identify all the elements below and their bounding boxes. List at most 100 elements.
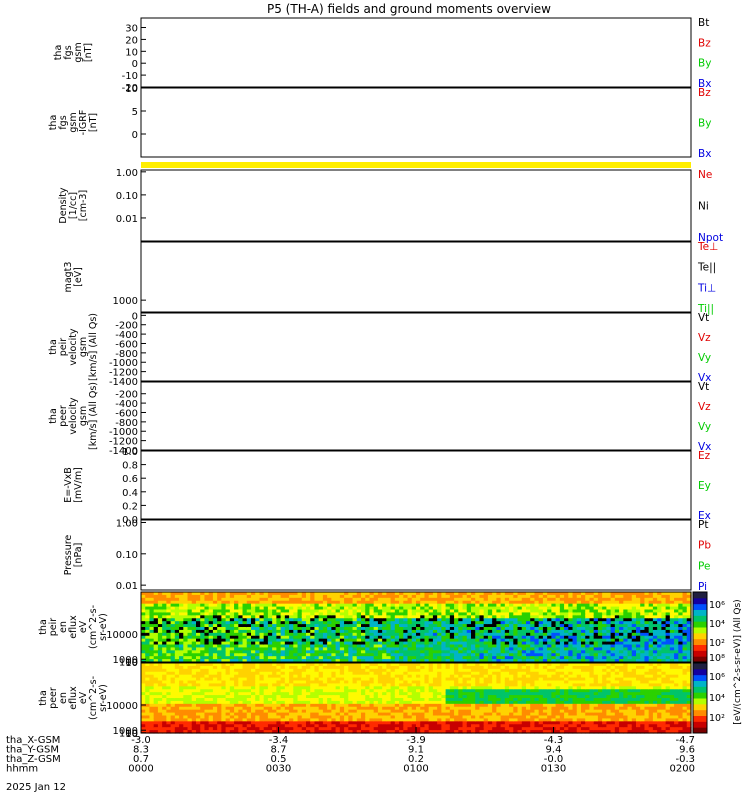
heatmap-cell bbox=[276, 592, 282, 596]
heatmap-cell bbox=[141, 592, 146, 596]
heatmap-cell bbox=[377, 597, 383, 602]
heatmap-cell bbox=[263, 618, 269, 622]
heatmap-cell bbox=[272, 712, 277, 717]
heatmap-cell bbox=[386, 668, 392, 673]
heatmap-cell bbox=[221, 600, 227, 605]
heatmap-cell bbox=[373, 692, 379, 696]
heatmap-cell bbox=[352, 727, 358, 731]
heatmap-cell bbox=[331, 597, 337, 602]
heatmap-cell bbox=[420, 695, 426, 699]
heatmap-cell bbox=[445, 650, 451, 654]
heatmap-cell bbox=[322, 695, 328, 699]
heatmap-cell bbox=[631, 621, 637, 625]
heatmap-cell bbox=[471, 612, 476, 616]
heatmap-cell bbox=[141, 641, 146, 646]
heatmap-cell bbox=[297, 727, 303, 731]
heatmap-cell bbox=[559, 594, 565, 599]
heatmap-cell bbox=[149, 615, 155, 619]
heatmap-cell bbox=[153, 597, 159, 602]
heatmap-cell bbox=[504, 624, 510, 628]
heatmap-cell bbox=[225, 627, 231, 631]
heatmap-cell bbox=[369, 715, 375, 720]
heatmap-cell bbox=[585, 594, 591, 599]
heatmap-cell bbox=[568, 627, 574, 631]
heatmap-cell bbox=[475, 624, 481, 628]
heatmap-cell bbox=[187, 624, 193, 628]
heatmap-cell bbox=[496, 647, 502, 651]
heatmap-cell bbox=[441, 603, 447, 608]
heatmap-cell bbox=[369, 603, 375, 608]
heatmap-cell bbox=[267, 592, 273, 596]
heatmap-cell bbox=[416, 647, 421, 651]
heatmap-cell bbox=[428, 635, 434, 640]
heatmap-cell bbox=[259, 730, 265, 734]
heatmap-cell bbox=[526, 647, 531, 651]
y-tick-label: 10 bbox=[125, 84, 138, 95]
heatmap-cell bbox=[183, 647, 189, 651]
heatmap-cell bbox=[162, 615, 167, 619]
heatmap-cell bbox=[141, 677, 146, 682]
heatmap-cell bbox=[568, 597, 574, 602]
heatmap-cell bbox=[276, 671, 282, 676]
heatmap-cell bbox=[335, 715, 341, 720]
heatmap-cell bbox=[153, 689, 159, 693]
y-axis-label: [km/s] (All Qs) bbox=[88, 313, 99, 381]
heatmap-cell bbox=[200, 692, 206, 696]
heatmap-cell bbox=[416, 638, 421, 643]
heatmap-cell bbox=[542, 627, 548, 631]
heatmap-cell bbox=[212, 638, 218, 643]
heatmap-cell bbox=[432, 597, 438, 602]
heatmap-cell bbox=[255, 609, 261, 614]
heatmap-cell bbox=[420, 627, 426, 631]
heatmap-cell bbox=[212, 677, 218, 682]
heatmap-cell bbox=[369, 668, 375, 673]
heatmap-cell bbox=[221, 674, 227, 679]
heatmap-cell bbox=[272, 674, 277, 679]
y-axis-label: gsm bbox=[68, 112, 79, 132]
heatmap-cell bbox=[174, 618, 180, 622]
heatmap-cell bbox=[162, 656, 167, 660]
heatmap-cell bbox=[432, 677, 438, 682]
heatmap-cell bbox=[665, 644, 671, 649]
heatmap-cell bbox=[602, 650, 607, 654]
heatmap-cell bbox=[267, 724, 273, 728]
heatmap-cell bbox=[196, 621, 201, 625]
heatmap-cell bbox=[568, 632, 574, 637]
heatmap-cell bbox=[369, 632, 375, 637]
heatmap-cell bbox=[318, 677, 324, 682]
heatmap-cell bbox=[212, 715, 218, 720]
heatmap-cell bbox=[377, 680, 383, 685]
heatmap-cell bbox=[449, 597, 455, 602]
heatmap-cell bbox=[170, 606, 176, 611]
heatmap-cell bbox=[183, 603, 189, 608]
heatmap-cell bbox=[259, 689, 265, 693]
heatmap-cell bbox=[407, 680, 413, 685]
heatmap-cell bbox=[183, 680, 189, 685]
heatmap-cell bbox=[276, 724, 282, 728]
heatmap-cell bbox=[166, 635, 172, 640]
heatmap-cell bbox=[267, 663, 273, 667]
heatmap-cell bbox=[339, 653, 345, 657]
heatmap-cell bbox=[238, 629, 244, 634]
heatmap-cell bbox=[466, 653, 472, 657]
heatmap-cell bbox=[238, 594, 244, 599]
heatmap-cell bbox=[361, 689, 366, 693]
heatmap-cell bbox=[272, 700, 277, 705]
heatmap-cell bbox=[208, 686, 214, 690]
heatmap-cell bbox=[289, 689, 294, 693]
heatmap-cell bbox=[318, 703, 324, 708]
heatmap-cell bbox=[238, 592, 244, 596]
heatmap-cell bbox=[191, 638, 197, 643]
heatmap-cell bbox=[386, 727, 392, 731]
heatmap-cell bbox=[585, 638, 591, 643]
heatmap-cell bbox=[284, 712, 290, 717]
heatmap-cell bbox=[208, 677, 214, 682]
heatmap-cell bbox=[640, 659, 646, 663]
heatmap-cell bbox=[297, 692, 303, 696]
heatmap-cell bbox=[272, 727, 277, 731]
heatmap-cell bbox=[424, 677, 430, 682]
heatmap-cell bbox=[157, 683, 163, 687]
heatmap-cell bbox=[339, 609, 345, 614]
heatmap-cell bbox=[276, 692, 282, 696]
heatmap-cell bbox=[509, 653, 514, 657]
